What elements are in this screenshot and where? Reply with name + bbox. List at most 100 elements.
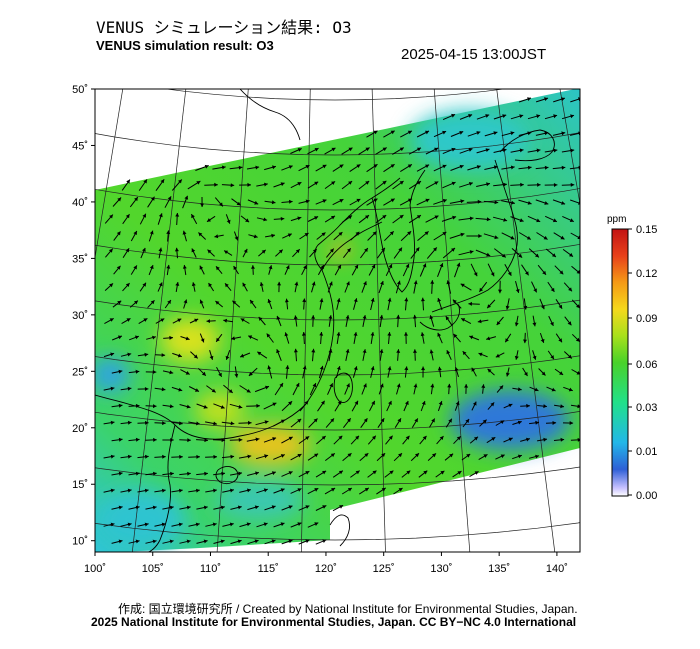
wind-arrow-head bbox=[381, 487, 386, 492]
wind-arrow-head bbox=[420, 332, 425, 337]
wind-arrow-head bbox=[218, 372, 222, 377]
wind-arrow-head bbox=[536, 218, 541, 223]
wind-arrow-head bbox=[339, 199, 344, 203]
wind-arrow-head bbox=[543, 404, 547, 409]
wind-arrow-head bbox=[145, 454, 149, 459]
wind-arrow-head bbox=[295, 249, 300, 254]
wind-arrow-head bbox=[134, 300, 138, 305]
wind-arrow-head bbox=[336, 366, 341, 370]
wind-arrow-head bbox=[263, 522, 268, 527]
wind-arrow-head bbox=[144, 522, 149, 527]
wind-arrow-head bbox=[577, 404, 580, 409]
wind-arrow-head bbox=[295, 383, 300, 387]
wind-arrow-head bbox=[229, 522, 234, 527]
wind-arrow-head bbox=[451, 181, 456, 186]
wind-arrow-head bbox=[425, 164, 430, 169]
wind-arrow-head bbox=[465, 419, 470, 423]
wind-arrow-head bbox=[301, 332, 306, 336]
wind-arrow-head bbox=[320, 265, 324, 270]
wind-arrow-head bbox=[413, 349, 417, 353]
wind-arrow-head bbox=[457, 471, 462, 475]
wind-arrow-head bbox=[160, 179, 165, 184]
wind-arrow-head bbox=[191, 282, 196, 287]
wind-arrow-head bbox=[228, 389, 233, 393]
wind-arrow-head bbox=[464, 384, 469, 388]
wind-arrow-head bbox=[209, 355, 214, 360]
wind-arrow-head bbox=[118, 539, 123, 544]
wind-arrow-head bbox=[510, 131, 515, 136]
wind-arrow-head bbox=[345, 315, 350, 319]
colorbar-gradient bbox=[611, 228, 629, 497]
wind-arrow-head bbox=[544, 97, 548, 101]
wind-arrow-head bbox=[144, 352, 149, 357]
wind-arrow-head bbox=[321, 400, 325, 405]
wind-arrow-head bbox=[194, 388, 199, 392]
wind-arrow-head bbox=[201, 371, 206, 376]
wind-arrow-head bbox=[511, 200, 515, 205]
coast-indochina bbox=[147, 424, 176, 552]
wind-arrow-head bbox=[167, 196, 172, 201]
colorbar: ppm 0.15 0.12 0.09 0.06 0.03 0.01 0.00 bbox=[607, 214, 657, 502]
wind-arrow-head bbox=[321, 436, 326, 440]
wind-arrow-head bbox=[311, 281, 316, 286]
wind-arrow-head bbox=[347, 248, 351, 253]
meridian bbox=[131, 89, 187, 552]
wind-arrow-head bbox=[542, 270, 546, 275]
wind-arrow-head bbox=[297, 216, 302, 221]
wind-arrow-head bbox=[353, 366, 358, 371]
wind-arrow-head bbox=[432, 453, 436, 458]
wind-arrow-head bbox=[207, 218, 211, 222]
wind-arrow-head bbox=[110, 454, 115, 459]
wind-arrow-head bbox=[214, 234, 219, 239]
wind-arrow-head bbox=[238, 165, 243, 170]
lon-tick-label: 115˚ bbox=[258, 563, 279, 575]
wind-arrow-head bbox=[204, 164, 209, 169]
wind-arrow-head bbox=[305, 165, 310, 169]
wind-arrow-head bbox=[116, 265, 121, 270]
wind-arrow-head bbox=[144, 488, 149, 493]
wind-arrow-head bbox=[496, 321, 501, 325]
wind-arrow-head bbox=[280, 522, 285, 527]
wind-arrow-head bbox=[493, 131, 498, 135]
wind-arrow-head bbox=[399, 215, 404, 219]
wind-arrow-head bbox=[187, 438, 191, 443]
wind-arrow-head bbox=[550, 355, 554, 360]
wind-arrow-head bbox=[437, 366, 442, 371]
wind-arrow-head bbox=[390, 164, 395, 168]
wind-arrow-head bbox=[353, 332, 358, 336]
wind-arrow-head bbox=[126, 179, 130, 184]
wind-arrow-head bbox=[503, 182, 507, 187]
wind-arrow-head bbox=[483, 454, 488, 458]
wind-arrow-head bbox=[158, 282, 163, 287]
wind-arrow-head bbox=[319, 298, 324, 303]
coast-japan-honshu bbox=[431, 159, 518, 313]
wind-arrow-head bbox=[438, 401, 443, 406]
wind-arrow-head bbox=[543, 437, 547, 442]
wind-arrow-head bbox=[421, 366, 426, 371]
wind-arrow-head bbox=[271, 200, 276, 205]
meridian bbox=[301, 89, 311, 552]
wind-arrow-head bbox=[126, 318, 131, 322]
wind-arrow-head bbox=[293, 315, 298, 320]
wind-arrow-head bbox=[469, 250, 474, 254]
wind-arrow-shaft bbox=[569, 167, 580, 170]
wind-arrow-head bbox=[405, 435, 410, 440]
wind-arrow-head bbox=[365, 181, 370, 185]
wind-arrow-head bbox=[461, 318, 466, 322]
wind-arrow-head bbox=[507, 271, 512, 276]
wind-arrow-head bbox=[258, 317, 263, 321]
wind-arrow-head bbox=[118, 403, 123, 408]
wind-arrow-head bbox=[337, 400, 342, 405]
wind-arrow-head bbox=[178, 522, 183, 527]
wind-arrow-head bbox=[221, 438, 226, 443]
wind-arrow-head bbox=[182, 265, 187, 269]
wind-arrow-head bbox=[577, 437, 580, 442]
wind-arrow-head bbox=[265, 385, 269, 390]
wind-arrow-head bbox=[561, 131, 566, 136]
wind-arrow-head bbox=[178, 387, 183, 392]
wind-arrow-head bbox=[382, 180, 387, 185]
title-japanese: VENUS シミュレーション結果: O3 bbox=[96, 18, 352, 37]
wind-arrow-head bbox=[382, 215, 387, 219]
lat-tick-label: 50˚ bbox=[72, 84, 88, 96]
